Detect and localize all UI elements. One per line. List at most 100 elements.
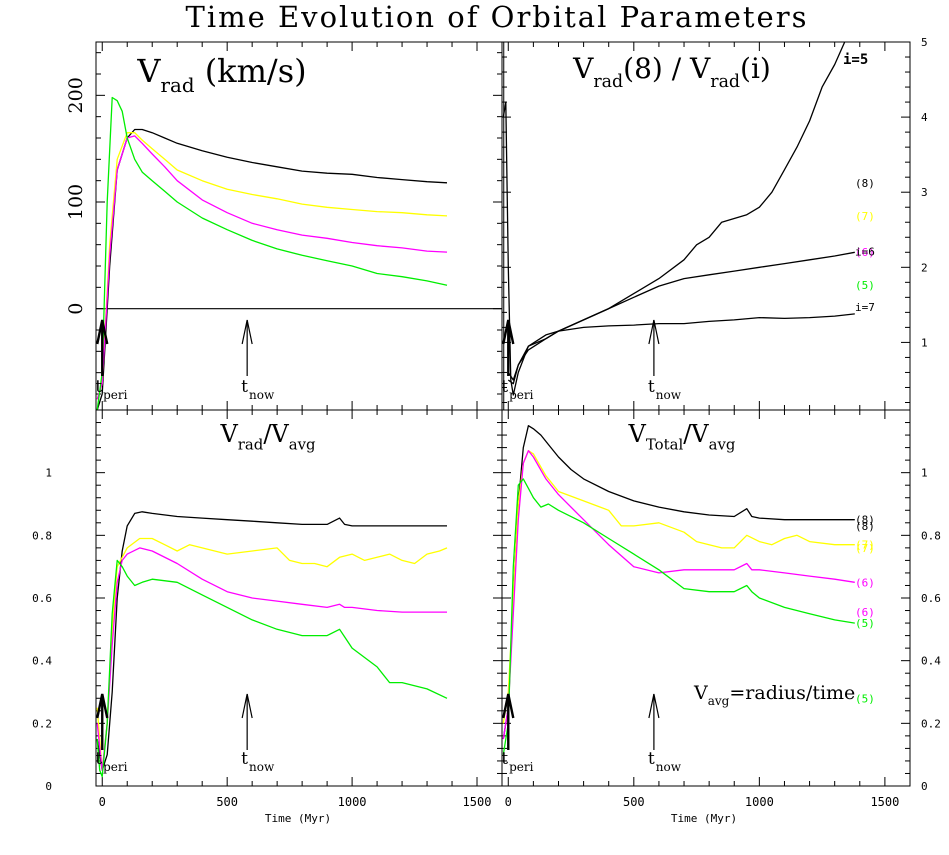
marker-arrowhead — [96, 693, 109, 719]
panel-title-part: V — [136, 52, 161, 90]
marker-label-sub: peri — [103, 760, 128, 774]
marker-arrowhead — [648, 693, 660, 719]
y-tick-label: 0.8 — [32, 529, 52, 542]
marker-label: tperi — [501, 749, 533, 774]
y-tick-label: 5 — [921, 36, 928, 49]
series-line-6 — [96, 135, 448, 400]
marker-label-sub: now — [656, 760, 682, 774]
y-tick-label: 0.2 — [921, 717, 941, 730]
series-label: (8) — [855, 520, 875, 533]
series-line-i6 — [507, 251, 855, 381]
x-tick-label: 500 — [216, 795, 238, 809]
series-group — [502, 425, 855, 755]
panel-title-part: rad — [593, 72, 623, 92]
marker-arrowhead — [241, 693, 253, 719]
marker-arrowhead — [648, 319, 660, 345]
marker-label-sub: peri — [103, 388, 128, 402]
x-tick-label: 1500 — [463, 795, 492, 809]
marker-arrowhead — [502, 693, 515, 719]
series-line-7 — [96, 537, 448, 771]
series-line-6 — [502, 450, 855, 740]
x-tick-label: 500 — [623, 795, 645, 809]
y-tick-label: 4 — [921, 111, 928, 124]
panel-frame — [95, 41, 503, 411]
marker-label: tnow — [648, 749, 682, 774]
panel-title-part: /V — [263, 420, 289, 448]
y-tick-label: 0.6 — [32, 592, 52, 605]
annotation: Vavg=radius/time — [693, 682, 855, 708]
panel-frame — [95, 409, 503, 787]
x-tick-label: 1000 — [338, 795, 367, 809]
x-tick-label: 0 — [505, 795, 512, 809]
panel-title: VTotal/Vavg — [628, 420, 736, 454]
panel-title-part: rad — [161, 74, 195, 97]
annotation-part: avg — [708, 694, 730, 708]
series-line-8 — [96, 128, 448, 410]
y-tick-label: 1 — [921, 336, 928, 349]
panel-vtot: 00.20.40.60.81(8)(7)(6)(5)tperi tnowVTota… — [501, 409, 941, 793]
marker-label: tnow — [648, 377, 682, 402]
series-label: (7) — [855, 210, 875, 223]
annotation-part: =radius/time — [729, 682, 855, 704]
marker-label: tnow — [241, 749, 275, 774]
panel-vradavg: 00.20.40.60.81(8)(7)(6)(5)tperi tnowVrad/… — [32, 409, 875, 793]
series-line-i5 — [502, 42, 846, 396]
panel-frame — [501, 409, 911, 787]
series-label: (5) — [855, 617, 875, 630]
marker-arrowhead — [96, 319, 109, 345]
y-tick-label: 200 — [65, 77, 87, 113]
series-label: (6) — [855, 606, 875, 619]
y-tick-label: 0 — [65, 303, 87, 315]
panel-title: Vrad/Vavg — [219, 420, 316, 454]
y-tick-label: 0 — [921, 780, 928, 793]
y-tick-label: 0.4 — [32, 655, 52, 668]
marker-arrowhead — [241, 319, 253, 345]
y-tick-label: 2 — [921, 261, 928, 274]
panel-title-part: avg — [709, 436, 736, 454]
figure-title: Time Evolution of Orbital Parameters — [186, 0, 809, 34]
series-group — [96, 96, 448, 410]
marker-label: tperi — [95, 377, 127, 402]
series-label: (8) — [855, 514, 875, 527]
panel-title-part: /V — [683, 420, 709, 448]
y-tick-label: 1 — [45, 467, 52, 480]
panel-title-part: (i) — [740, 52, 771, 85]
series-label: i=6 — [855, 245, 875, 258]
marker-arrowhead — [502, 319, 515, 345]
y-tick-label: 1 — [921, 467, 928, 480]
panel-title-part: (8) / V — [623, 52, 711, 85]
series-line-8 — [502, 425, 855, 740]
series-label: (5) — [855, 692, 875, 705]
series-line-6 — [96, 547, 447, 771]
x-tick-label: 1000 — [745, 795, 774, 809]
series-label: i=7 — [855, 301, 875, 314]
series-line-i7 — [507, 313, 855, 385]
series-label: (7) — [855, 539, 875, 552]
panel-title-part: V — [628, 420, 647, 448]
panel-title-part: rad — [710, 72, 740, 92]
panel-frame — [501, 41, 911, 411]
y-tick-label: 0 — [45, 780, 52, 793]
panel-title-part: (km/s) — [195, 52, 307, 90]
y-tick-label: 0.8 — [921, 529, 941, 542]
marker-label-sub: now — [249, 760, 275, 774]
panel-vrad: 0 100 200 (8) (7) (6) (5) tperi tnow Vrad (km/s) — [65, 41, 875, 411]
series-line-5 — [96, 96, 448, 410]
series-label: (6) — [855, 576, 875, 589]
marker-label-sub: now — [656, 388, 682, 402]
series-line-5 — [502, 478, 855, 755]
series-label: (8) — [855, 177, 875, 190]
series-label: (7) — [855, 542, 875, 555]
x-axis-label: Time (Myr) — [671, 812, 737, 825]
series-line-8 — [96, 511, 447, 771]
y-tick-label: 0.2 — [32, 717, 52, 730]
marker-label: tperi — [501, 377, 533, 402]
series-label: i=5 — [843, 52, 868, 68]
marker-label-sub: now — [249, 388, 275, 402]
panel-title-part: V — [572, 52, 594, 85]
y-tick-label: 0.4 — [921, 655, 941, 668]
marker-label-sub: peri — [509, 388, 534, 402]
annotation-part: V — [693, 682, 708, 704]
